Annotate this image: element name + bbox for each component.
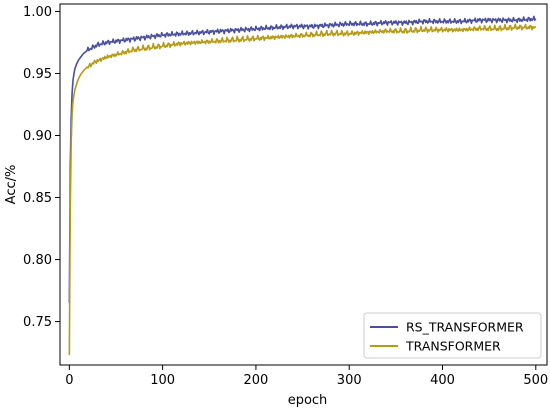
x-axis-label: epoch (288, 393, 328, 408)
x-tick-label: 300 (337, 373, 362, 388)
y-tick-label: 0.75 (23, 315, 52, 330)
x-tick-label: 400 (430, 373, 455, 388)
y-tick-label: 0.90 (23, 129, 52, 144)
y-axis-label: Acc/% (4, 165, 19, 205)
y-tick-label: 0.95 (23, 67, 52, 82)
y-tick-label: 0.80 (23, 253, 52, 268)
y-axis: 0.75 0.80 0.85 0.90 0.95 1.00 (23, 5, 60, 330)
y-tick-label: 0.85 (23, 191, 52, 206)
legend-label-rs-transformer: RS_TRANSFORMER (406, 320, 524, 335)
x-tick-label: 0 (65, 373, 73, 388)
series-group (68, 15, 537, 356)
legend-box (363, 312, 542, 359)
legend: RS_TRANSFORMER TRANSFORMER (363, 312, 542, 359)
series-line-transformer (68, 23, 537, 356)
y-tick-label: 1.00 (23, 5, 52, 20)
series-line-rs-transformer (68, 15, 537, 303)
x-tick-label: 500 (523, 373, 548, 388)
plot-frame (59, 3, 548, 366)
x-axis: 0 100 200 300 400 500 (65, 365, 548, 388)
legend-label-transformer: TRANSFORMER (405, 339, 501, 354)
x-tick-label: 100 (150, 373, 175, 388)
x-tick-label: 200 (244, 373, 269, 388)
